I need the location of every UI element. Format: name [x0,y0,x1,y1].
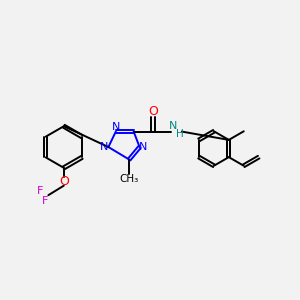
Text: F: F [37,186,43,196]
Text: H: H [176,129,183,139]
Text: O: O [148,105,158,118]
Text: N: N [169,121,178,131]
Text: N: N [139,142,148,152]
Text: F: F [42,196,49,206]
Text: CH₃: CH₃ [120,174,139,184]
Text: O: O [59,175,69,188]
Text: N: N [112,122,120,132]
Text: N: N [100,142,109,152]
